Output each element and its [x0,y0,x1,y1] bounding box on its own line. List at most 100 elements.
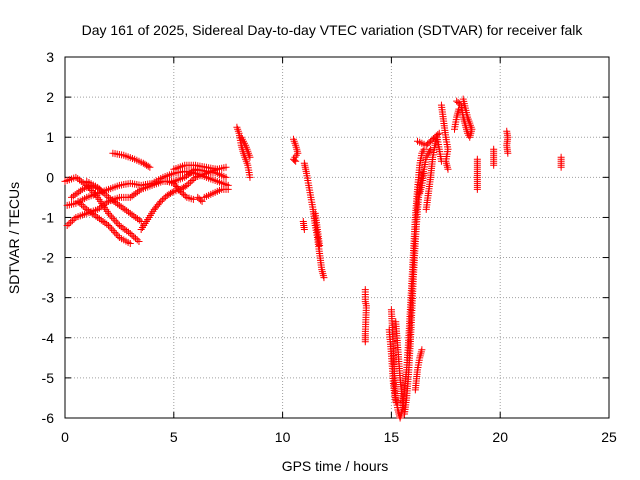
data-point [361,338,369,346]
data-point [490,161,498,169]
y-tick-label: -3 [42,290,55,306]
data-point [188,177,196,185]
data-point [76,176,84,184]
data-point [144,162,152,170]
data-point [111,216,119,224]
data-point [459,95,467,103]
data-point [155,199,163,207]
data-point [157,197,165,205]
data-point [128,231,136,239]
data-point [85,207,93,215]
data-point [115,201,123,209]
data-point [101,219,109,227]
data-point [246,173,254,181]
data-point [126,209,134,217]
data-point [198,197,206,205]
data-point [126,193,134,201]
data-point [181,173,189,181]
data-point [105,221,113,229]
y-tick-label: -1 [42,209,55,225]
data-point [126,229,134,237]
data-point [96,185,104,193]
data-point [119,204,127,212]
data-point [105,209,113,217]
data-point [99,188,107,196]
data-point [134,215,142,223]
data-point [121,225,129,233]
plot-frame [64,56,610,419]
data-point [222,173,230,181]
data-point [68,193,76,201]
data-point [90,211,98,219]
data-point [108,225,116,233]
data-point [427,145,435,153]
data-point [83,205,91,213]
data-point [181,192,189,200]
data-point [435,129,443,137]
data-point [291,156,299,164]
data-point [300,225,308,233]
data-point [168,188,176,196]
data-point [197,196,205,204]
data-point [316,242,324,250]
y-tick-label: -6 [42,410,55,426]
data-point [86,208,94,216]
data-point [158,196,166,204]
axis-ticks: 0 5 10 15 20 25 -6 -5 -4 -3 -2 -1 0 1 2 3 [42,49,617,445]
data-point [126,240,134,248]
x-tick-label: 10 [275,429,291,445]
data-point [63,221,71,229]
data-point [91,190,99,198]
data-point [121,205,129,213]
y-tick-label: 1 [46,129,54,145]
x-axis-label: GPS time / hours [282,458,389,474]
data-point [77,187,85,195]
data-point [95,215,103,223]
data-point [473,155,481,163]
data-point [222,163,230,171]
data-point [103,192,111,200]
data-point [130,191,138,199]
data-point [128,211,136,219]
data-point [420,169,428,177]
data-series-sdtvar [61,95,565,422]
data-point [455,105,463,113]
y-tick-label: -2 [42,250,55,266]
data-point [135,238,143,246]
data-point [112,230,120,238]
data-point [184,171,192,179]
data-point [109,227,117,235]
data-point [76,199,84,207]
data-point [444,165,452,173]
x-tick-label: 0 [61,429,69,445]
data-point [89,188,97,196]
data-point [101,190,109,198]
data-point [67,218,75,226]
data-point [418,346,426,354]
data-point [70,215,78,223]
data-point [134,188,142,196]
data-point [132,213,140,221]
data-point [71,191,79,199]
data-point [292,157,300,165]
data-point [108,213,116,221]
data-point [213,165,221,173]
data-point [146,163,154,171]
y-tick-label: -5 [42,370,55,386]
data-point [73,189,81,197]
data-point [94,205,102,213]
data-point [185,180,193,188]
data-point [130,233,138,241]
data-point [119,224,127,232]
data-point [504,149,512,157]
data-point [130,212,138,220]
data-point [75,188,83,196]
data-point [246,153,254,161]
data-point [557,163,565,171]
data-point [160,194,168,202]
data-point [79,202,87,210]
x-tick-label: 5 [170,429,178,445]
data-point [394,398,402,406]
data-point [123,227,131,235]
